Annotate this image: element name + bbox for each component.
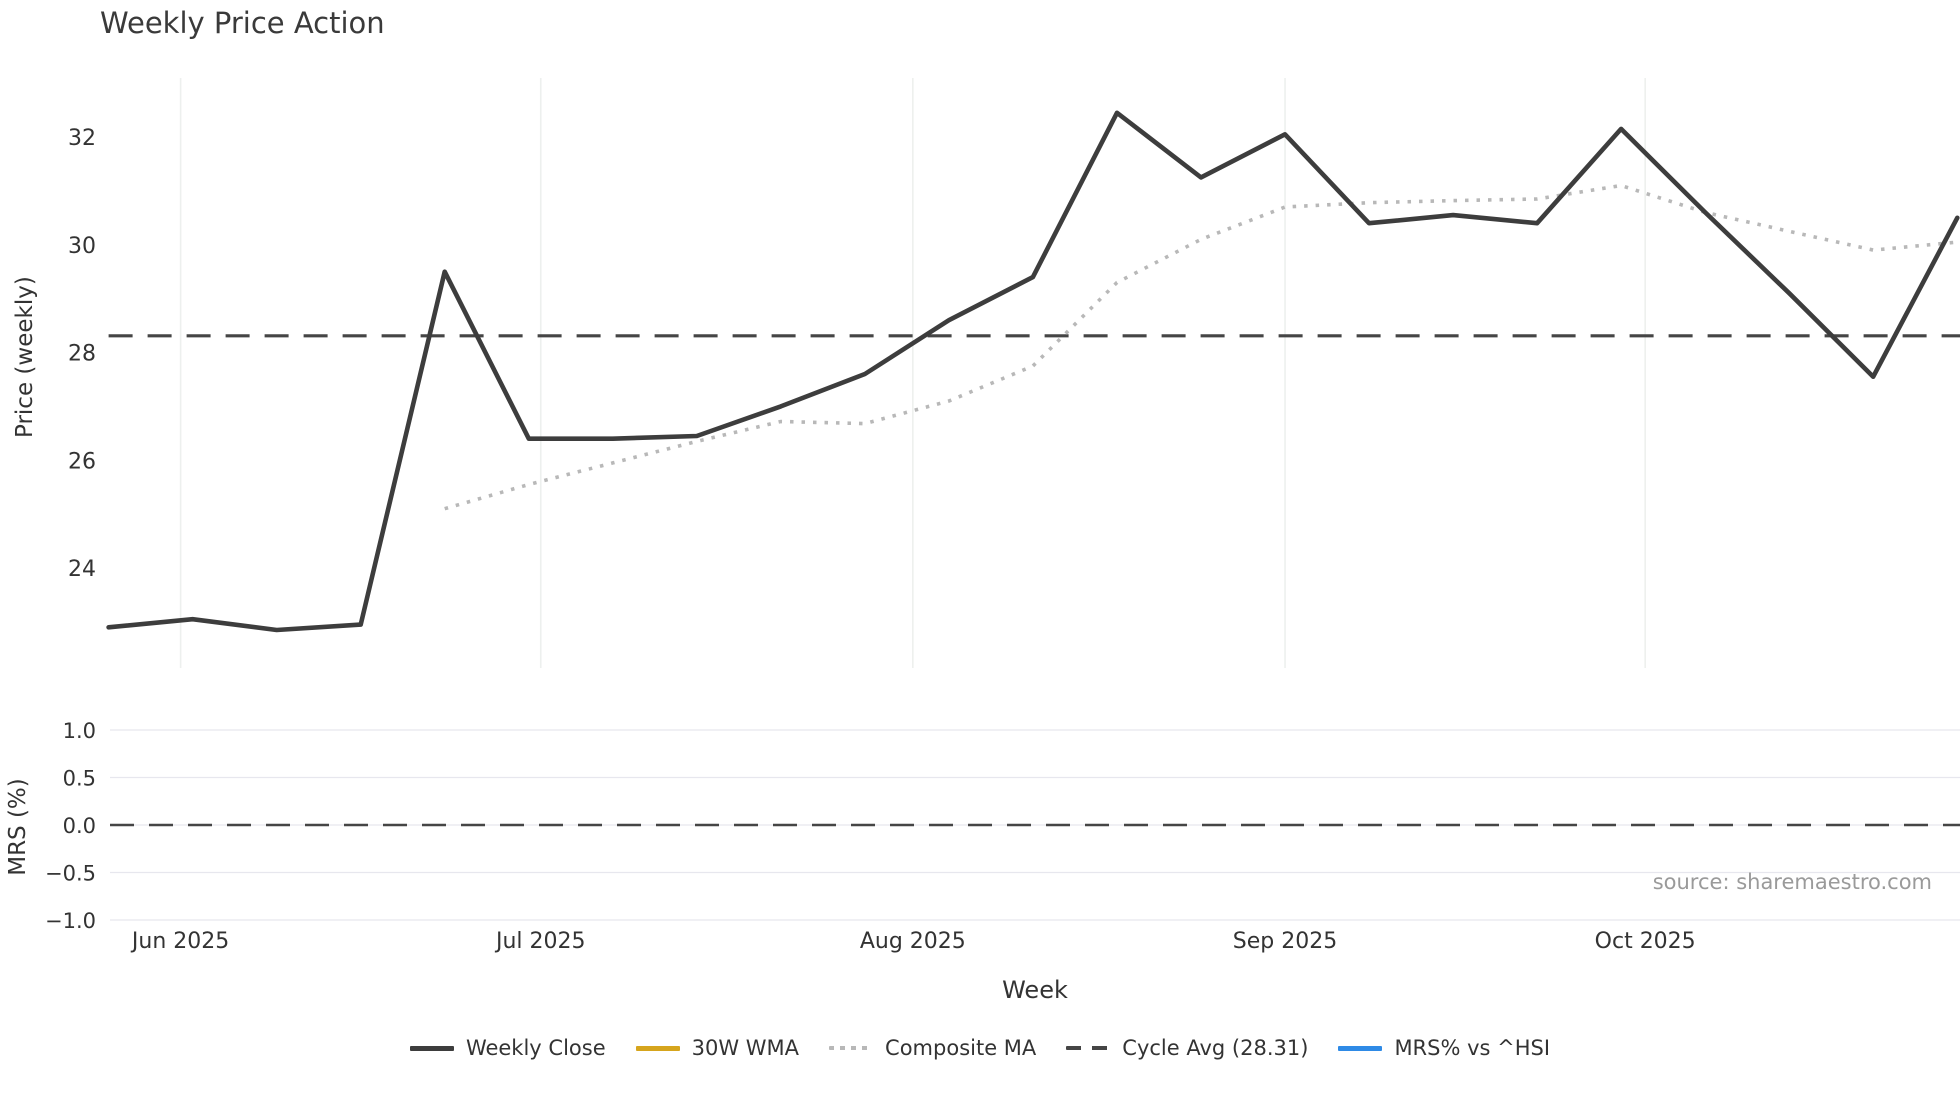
legend-item-0: Weekly Close <box>409 1036 606 1060</box>
legend-label: Composite MA <box>885 1036 1037 1060</box>
week-axis-label: Week <box>1002 976 1068 1004</box>
month-tick-label: Oct 2025 <box>1595 929 1696 954</box>
chart-legend: Weekly Close 30W WMA Composite MA Cycle Avg… <box>0 1036 1960 1060</box>
mrs-ytick-label: 0.5 <box>63 767 96 791</box>
legend-item-3: Cycle Avg (28.31) <box>1066 1036 1308 1060</box>
price-ytick-label: 28 <box>68 342 96 367</box>
weekly-close-line <box>106 110 1960 633</box>
mrs-ytick-label: 1.0 <box>63 719 96 743</box>
chart-title: Weekly Price Action <box>100 6 385 40</box>
legend-item-4: MRS% vs ^HSI <box>1338 1036 1550 1060</box>
legend-label: MRS% vs ^HSI <box>1394 1036 1551 1060</box>
legend-label: Cycle Avg (28.31) <box>1122 1036 1309 1060</box>
mrs-ytick-label: 0.0 <box>63 814 96 838</box>
legend-swatch-solid <box>1338 1045 1383 1051</box>
price-ytick-label: 32 <box>68 126 96 151</box>
month-tick-label: Jul 2025 <box>494 929 586 954</box>
legend-item-1: 30W WMA <box>635 1036 800 1060</box>
legend-label: 30W WMA <box>691 1036 800 1060</box>
legend-swatch-solid <box>409 1045 454 1051</box>
legend-item-2: Composite MA <box>829 1036 1036 1060</box>
price-ytick-label: 30 <box>68 234 96 259</box>
price-ytick-label: 24 <box>68 557 96 582</box>
source-credit: source: sharemaestro.com <box>1652 870 1932 894</box>
legend-label: Weekly Close <box>465 1036 606 1060</box>
legend-swatch-dotted <box>829 1046 874 1050</box>
month-tick-label: Jun 2025 <box>130 929 229 954</box>
legend-swatch-solid <box>635 1045 680 1051</box>
month-tick-label: Sep 2025 <box>1233 929 1337 954</box>
legend-swatch-dashed <box>1066 1046 1111 1050</box>
mrs-ytick-label: −1.0 <box>45 909 96 933</box>
mrs-ytick-label: −0.5 <box>45 862 96 886</box>
price-ytick-label: 26 <box>68 449 96 474</box>
month-tick-label: Aug 2025 <box>860 929 966 954</box>
